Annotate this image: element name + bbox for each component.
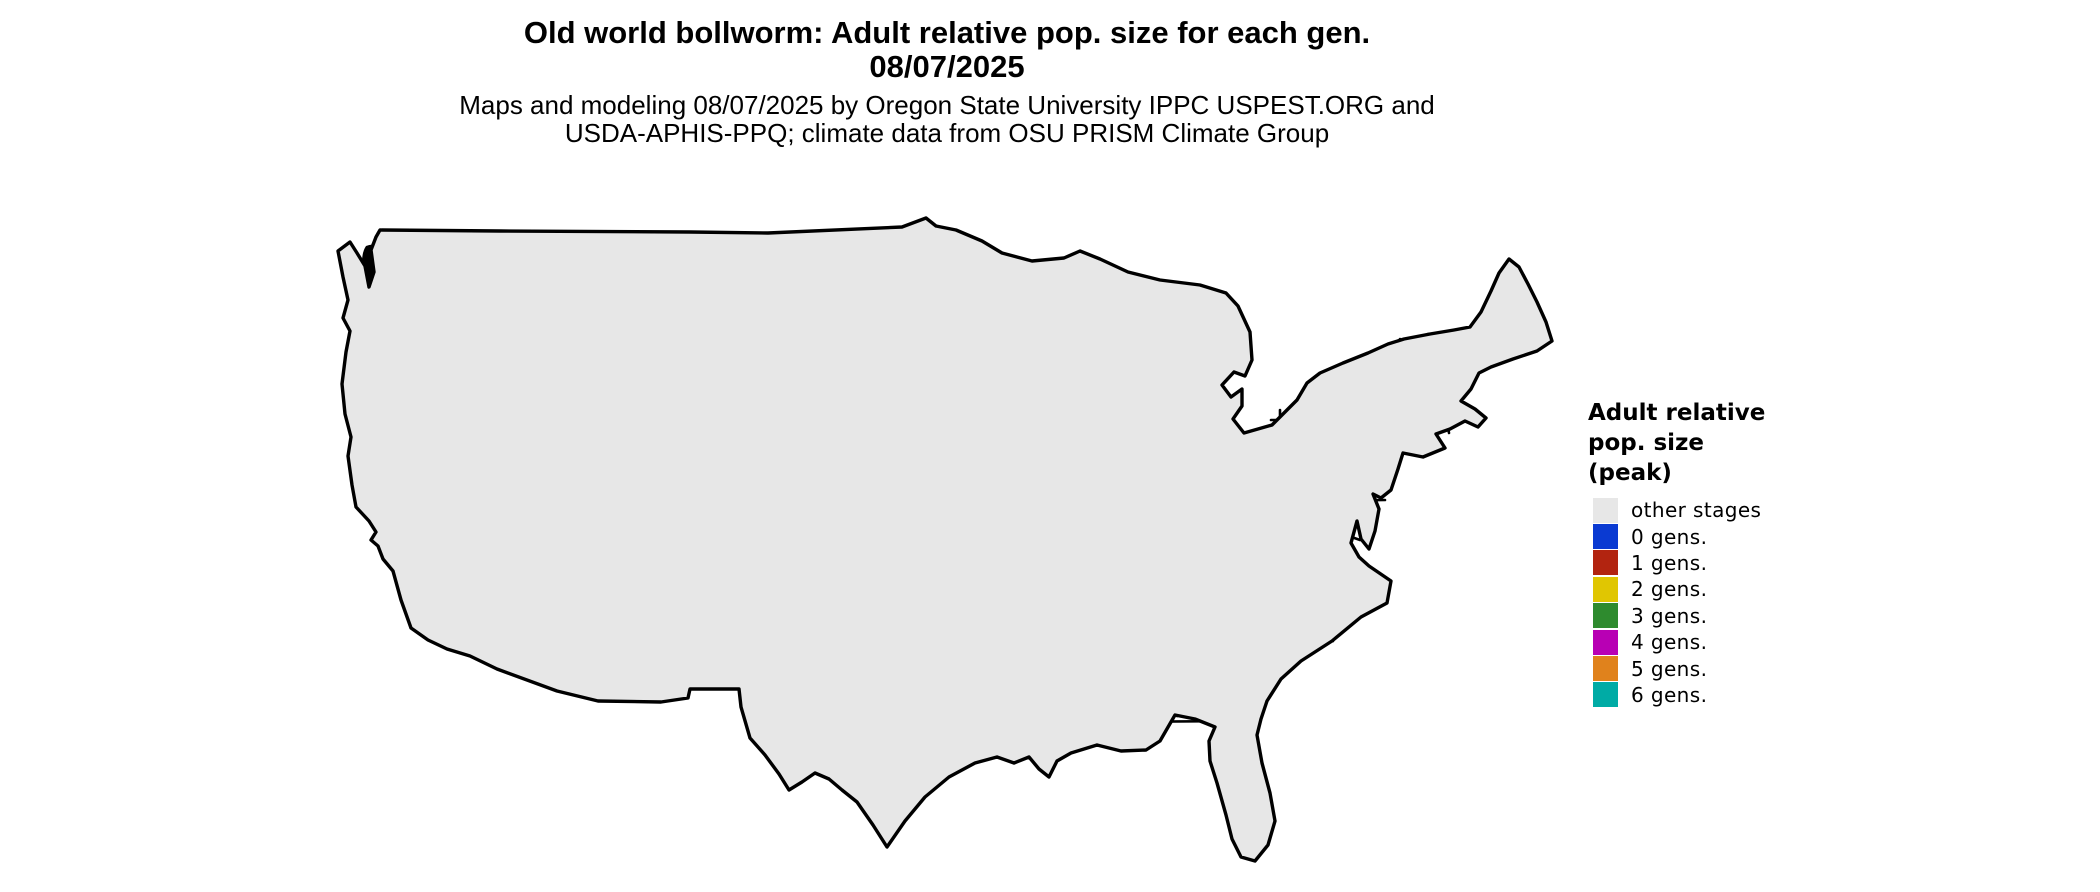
legend-swatch-4-gens bbox=[1593, 629, 1618, 655]
legend-label: 2 gens. bbox=[1631, 577, 1708, 602]
legend-label: 3 gens. bbox=[1631, 603, 1708, 628]
legend-swatch-3-gens bbox=[1593, 603, 1618, 629]
map-subtitle: Maps and modeling 08/07/2025 by Oregon S… bbox=[0, 91, 1894, 147]
legend-label: 1 gens. bbox=[1631, 550, 1708, 575]
legend-title: Adult relative pop. size (peak) bbox=[1588, 398, 1818, 488]
legend-swatch-6-gens bbox=[1593, 682, 1618, 708]
legend-swatch-other-stages bbox=[1593, 497, 1618, 523]
legend-label: 4 gens. bbox=[1631, 630, 1708, 655]
legend-row-other-stages: other stages bbox=[1588, 497, 1818, 523]
map-legend: Adult relative pop. size (peak) other st… bbox=[1588, 398, 1818, 708]
us-generation-map bbox=[336, 216, 1554, 863]
legend-label: 0 gens. bbox=[1631, 524, 1708, 549]
legend-title-line1: Adult relative bbox=[1588, 400, 1766, 426]
legend-items: other stages 0 gens. 1 gens. 2 gens. 3 g… bbox=[1588, 497, 1818, 708]
legend-swatch-2-gens bbox=[1593, 576, 1618, 602]
legend-row-3-gens: 3 gens. bbox=[1588, 603, 1818, 629]
legend-row-1-gens: 1 gens. bbox=[1588, 550, 1818, 576]
legend-swatch-5-gens bbox=[1593, 656, 1618, 682]
map-subtitle-line1: Maps and modeling 08/07/2025 by Oregon S… bbox=[459, 90, 1435, 120]
map-title-line1: Old world bollworm: Adult relative pop. … bbox=[523, 15, 1371, 50]
legend-row-2-gens: 2 gens. bbox=[1588, 576, 1818, 602]
legend-row-6-gens: 6 gens. bbox=[1588, 682, 1818, 708]
legend-swatch-1-gens bbox=[1593, 550, 1618, 576]
legend-label: 5 gens. bbox=[1631, 656, 1708, 681]
legend-label: other stages bbox=[1631, 498, 1762, 523]
map-subtitle-line2: USDA-APHIS-PPQ; climate data from OSU PR… bbox=[564, 118, 1330, 148]
legend-label: 6 gens. bbox=[1631, 682, 1708, 707]
legend-row-5-gens: 5 gens. bbox=[1588, 655, 1818, 682]
legend-title-line3: (peak) bbox=[1588, 460, 1672, 486]
map-title-date: 08/07/2025 bbox=[869, 49, 1025, 84]
legend-swatch-0-gens bbox=[1593, 524, 1618, 550]
legend-row-0-gens: 0 gens. bbox=[1588, 523, 1818, 550]
map-title: Old world bollworm: Adult relative pop. … bbox=[0, 16, 1894, 84]
legend-row-4-gens: 4 gens. bbox=[1588, 629, 1818, 655]
legend-title-line2: pop. size bbox=[1588, 430, 1705, 456]
conus-outline bbox=[336, 216, 1554, 863]
